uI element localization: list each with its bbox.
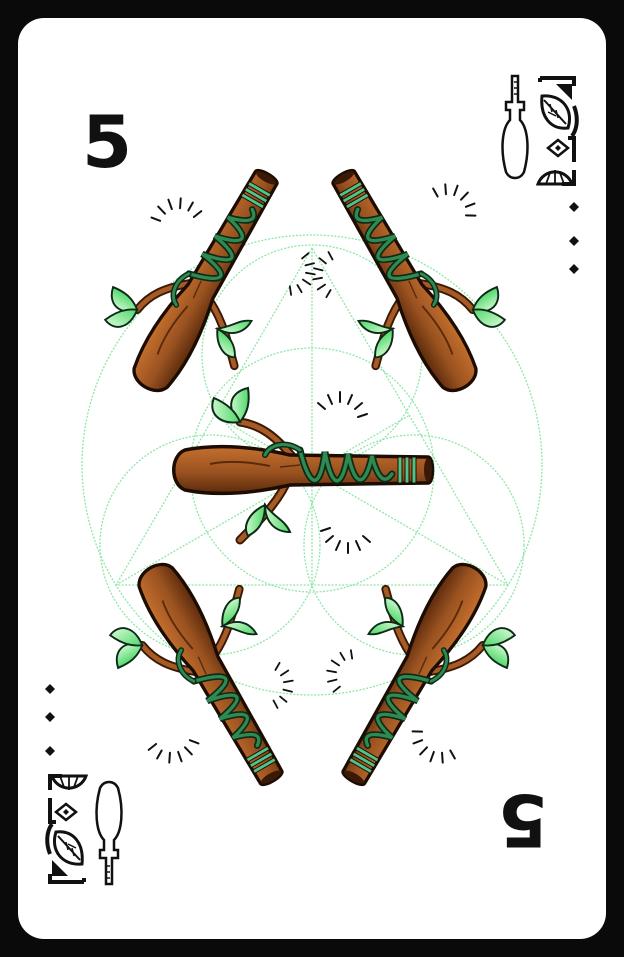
diamond-dot-icon — [45, 712, 55, 722]
corner-emblem-top-right — [500, 74, 579, 186]
wand-bottom-left — [83, 535, 331, 820]
diamond-dot-icon — [569, 236, 579, 246]
diamond-dot-icon — [569, 264, 579, 274]
diamond-dot-icon — [45, 684, 55, 694]
diamond-dot-icon — [45, 746, 55, 756]
wand-center — [174, 388, 433, 540]
corner-emblem-bottom-left — [45, 774, 124, 886]
card-artwork — [45, 74, 579, 886]
pip-dots-top — [569, 202, 579, 274]
diamond-dot-icon — [569, 202, 579, 212]
pip-dots-bottom — [45, 684, 55, 756]
wand-bottom-right — [294, 535, 542, 820]
wand-top-left — [78, 135, 326, 420]
card-face: 5 5 — [18, 18, 606, 939]
rank-top-left: 5 — [82, 100, 133, 184]
wands-group — [78, 135, 542, 819]
